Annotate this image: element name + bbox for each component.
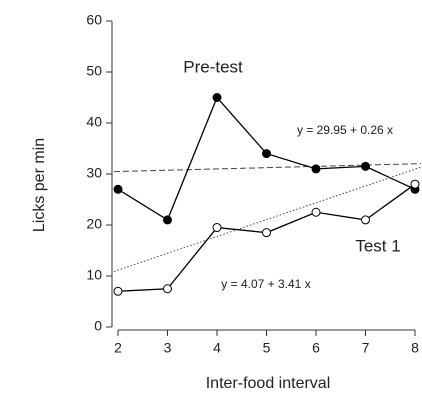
data-point xyxy=(212,223,222,233)
x-tick-label: 4 xyxy=(213,340,221,356)
data-point xyxy=(113,286,123,296)
data-point xyxy=(212,93,222,102)
x-tick-label: 6 xyxy=(312,340,320,356)
trend-line xyxy=(113,163,422,173)
fit-equation: y = 4.07 + 3.41 x xyxy=(221,277,310,291)
y-axis-label: Licks per min xyxy=(31,138,48,232)
data-point xyxy=(113,184,123,194)
y-tick-label: 0 xyxy=(94,318,102,334)
fit-equation: y = 29.95 + 0.26 x xyxy=(297,123,393,137)
y-tick-label: 50 xyxy=(86,63,102,79)
data-point xyxy=(262,228,271,238)
data-point xyxy=(410,179,420,189)
series-label: Test 1 xyxy=(355,236,400,255)
x-tick-label: 5 xyxy=(263,340,271,356)
data-point xyxy=(311,164,321,174)
y-tick-label: 10 xyxy=(86,267,102,283)
x-tick-label: 3 xyxy=(164,340,172,356)
y-tick-label: 20 xyxy=(86,216,102,232)
data-point xyxy=(311,207,321,217)
x-axis-label: Inter-food interval xyxy=(206,375,331,392)
data-point xyxy=(361,215,370,225)
y-tick-label: 40 xyxy=(86,114,102,130)
x-tick-label: 2 xyxy=(114,340,122,356)
trend-line xyxy=(113,166,422,272)
series-line xyxy=(117,96,416,221)
data-point xyxy=(361,161,370,171)
series-label: Pre-test xyxy=(183,57,243,76)
data-point xyxy=(163,215,172,225)
data-point xyxy=(262,149,271,159)
x-tick-label: 7 xyxy=(362,340,370,356)
y-tick-label: 30 xyxy=(86,165,102,181)
y-tick-label: 60 xyxy=(86,12,102,28)
data-point xyxy=(163,284,172,294)
x-tick-label: 8 xyxy=(411,340,419,356)
